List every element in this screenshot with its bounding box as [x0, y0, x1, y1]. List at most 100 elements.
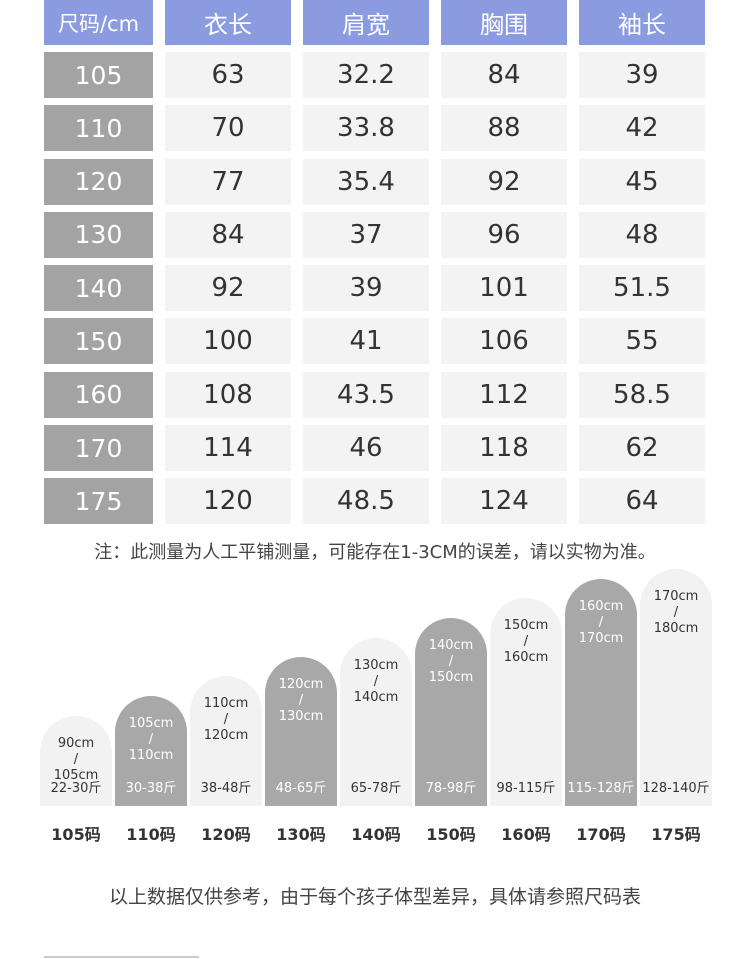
- bar-height-range: 90cm / 105cm: [53, 736, 99, 783]
- table-row: 150 100 41 106 55: [44, 318, 705, 365]
- header-sleeve: 袖长: [579, 0, 705, 45]
- cell-size: 150: [44, 318, 153, 365]
- header-length: 衣长: [165, 0, 291, 45]
- cell-shoulder: 39: [303, 265, 429, 312]
- bar-weight-range: 78-98斤: [425, 781, 477, 796]
- table-row: 175 120 48.5 124 64: [44, 478, 705, 525]
- header-chest: 胸围: [441, 0, 567, 45]
- table-row: 160 108 43.5 112 58.5: [44, 371, 705, 418]
- cell-shoulder: 46: [303, 425, 429, 472]
- cell-chest: 84: [441, 52, 567, 98]
- header-size: 尺码/cm: [44, 0, 153, 45]
- cell-sleeve: 39: [579, 52, 705, 98]
- cell-chest: 96: [441, 211, 567, 258]
- cell-length: 100: [165, 318, 291, 365]
- cell-shoulder: 48.5: [303, 478, 429, 525]
- size-bar: 130cm / 140cm 65-78斤: [340, 638, 412, 806]
- table-row: 105 63 32.2 84 39: [44, 52, 705, 98]
- size-table: 尺码/cm 衣长 肩宽 胸围 袖长 105 63 32.2 84 39 110 70 33.8…: [44, 0, 705, 532]
- cell-size: 130: [44, 211, 153, 258]
- bar-weight-range: 38-48斤: [200, 781, 252, 796]
- cell-shoulder: 41: [303, 318, 429, 365]
- cell-size: 105: [44, 52, 153, 98]
- cell-length: 92: [165, 265, 291, 312]
- cell-sleeve: 64: [579, 478, 705, 525]
- cell-shoulder: 35.4: [303, 158, 429, 205]
- size-bar: 105cm / 110cm 30-38斤: [115, 696, 187, 806]
- cell-sleeve: 45: [579, 158, 705, 205]
- cell-chest: 101: [441, 265, 567, 312]
- cell-size: 175: [44, 478, 153, 525]
- table-row: 140 92 39 101 51.5: [44, 265, 705, 312]
- bar-height-range: 170cm / 180cm: [653, 589, 699, 636]
- bar-weight-range: 65-78斤: [350, 781, 402, 796]
- cell-length: 63: [165, 52, 291, 98]
- cell-length: 84: [165, 211, 291, 258]
- cell-length: 114: [165, 425, 291, 472]
- bar-height-range: 140cm / 150cm: [428, 638, 474, 685]
- cell-shoulder: 33.8: [303, 105, 429, 152]
- size-label: 175码: [651, 825, 701, 844]
- bar-height-range: 130cm / 140cm: [353, 658, 399, 705]
- cell-sleeve: 62: [579, 425, 705, 472]
- bar-weight-range: 128-140斤: [642, 781, 710, 796]
- cell-shoulder: 32.2: [303, 52, 429, 98]
- cell-sleeve: 58.5: [579, 371, 705, 418]
- size-table-header: 尺码/cm 衣长 肩宽 胸围 袖长: [44, 0, 705, 45]
- size-label: 170码: [576, 825, 626, 844]
- cell-sleeve: 55: [579, 318, 705, 365]
- bar-height-range: 105cm / 110cm: [128, 716, 174, 763]
- bar-weight-range: 48-65斤: [275, 781, 327, 796]
- cell-size: 170: [44, 425, 153, 472]
- cell-size: 140: [44, 265, 153, 312]
- cell-sleeve: 42: [579, 105, 705, 152]
- size-bar: 110cm / 120cm 38-48斤: [190, 676, 262, 806]
- bar-height-range: 120cm / 130cm: [278, 677, 324, 724]
- footer-note: 以上数据仅供参考，由于每个孩子体型差异，具体请参照尺码表: [108, 886, 641, 908]
- size-label: 140码: [351, 825, 401, 844]
- divider: [44, 956, 199, 958]
- bar-weight-range: 30-38斤: [125, 781, 177, 796]
- cell-chest: 92: [441, 158, 567, 205]
- cell-length: 77: [165, 158, 291, 205]
- size-bar: 120cm / 130cm 48-65斤: [265, 657, 337, 806]
- size-bar: 90cm / 105cm 22-30斤: [40, 716, 112, 806]
- cell-length: 70: [165, 105, 291, 152]
- bar-height-range: 110cm / 120cm: [203, 696, 249, 743]
- size-label: 110码: [126, 825, 176, 844]
- bar-weight-range: 115-128斤: [567, 781, 635, 796]
- cell-shoulder: 43.5: [303, 371, 429, 418]
- cell-chest: 106: [441, 318, 567, 365]
- bar-weight-range: 22-30斤: [50, 781, 102, 796]
- size-label: 160码: [501, 825, 551, 844]
- header-shoulder: 肩宽: [303, 0, 429, 45]
- table-row: 130 84 37 96 48: [44, 211, 705, 258]
- bar-weight-range: 98-115斤: [496, 781, 556, 796]
- cell-size: 160: [44, 371, 153, 418]
- cell-sleeve: 51.5: [579, 265, 705, 312]
- size-bar: 150cm / 160cm 98-115斤: [490, 598, 562, 806]
- cell-length: 120: [165, 478, 291, 525]
- table-row: 120 77 35.4 92 45: [44, 158, 705, 205]
- table-row: 110 70 33.8 88 42: [44, 105, 705, 152]
- size-label: 130码: [276, 825, 326, 844]
- cell-size: 120: [44, 158, 153, 205]
- measurement-note: 注：此测量为人工平铺测量，可能存在1-3CM的误差，请以实物为准。: [94, 542, 656, 563]
- size-label: 120码: [201, 825, 251, 844]
- height-weight-chart: 90cm / 105cm 22-30斤 105cm / 110cm 30-38斤 110…: [40, 0, 712, 806]
- cell-chest: 88: [441, 105, 567, 152]
- cell-chest: 118: [441, 425, 567, 472]
- table-row: 170 114 46 118 62: [44, 425, 705, 472]
- size-label: 105码: [51, 825, 101, 844]
- size-labels: 105码 110码 120码 130码 140码 150码 160码 170码 175码: [40, 821, 710, 844]
- size-bar: 140cm / 150cm 78-98斤: [415, 618, 487, 806]
- cell-size: 110: [44, 105, 153, 152]
- bar-height-range: 150cm / 160cm: [503, 618, 549, 665]
- cell-length: 108: [165, 371, 291, 418]
- size-bar: 160cm / 170cm 115-128斤: [565, 579, 637, 806]
- bar-height-range: 160cm / 170cm: [578, 599, 624, 646]
- cell-shoulder: 37: [303, 211, 429, 258]
- cell-sleeve: 48: [579, 211, 705, 258]
- size-label: 150码: [426, 825, 476, 844]
- size-bar: 170cm / 180cm 128-140斤: [640, 569, 712, 806]
